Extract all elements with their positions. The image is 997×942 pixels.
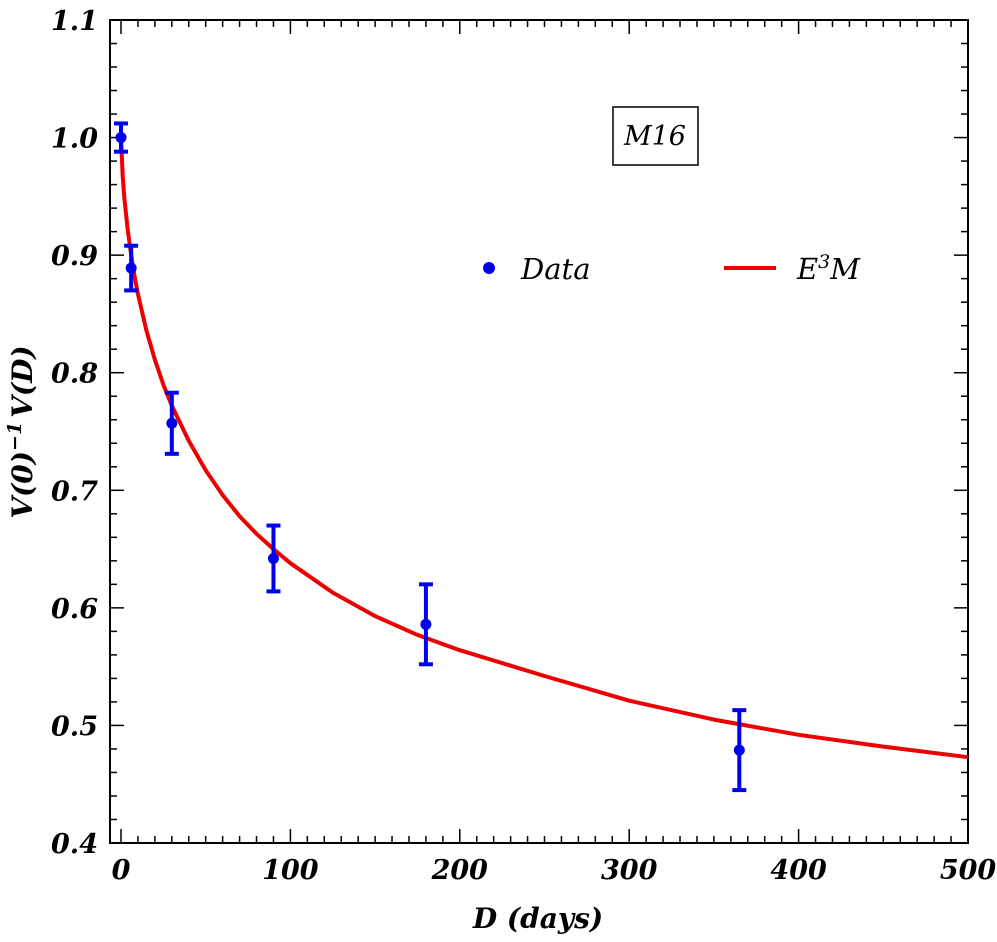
plot-frame bbox=[109, 19, 969, 844]
y-tick-label: 0.7 bbox=[51, 476, 98, 507]
x-tick-label: 0 bbox=[112, 855, 131, 886]
y-tick-label: 0.4 bbox=[51, 829, 98, 860]
data-point bbox=[420, 618, 432, 630]
y-tick-label: 0.9 bbox=[51, 241, 98, 272]
legend-model-label: E3M bbox=[796, 251, 861, 286]
y-tick-label: 0.8 bbox=[51, 359, 98, 390]
y-axis-label-sup: −1 bbox=[4, 422, 26, 451]
data-point bbox=[166, 417, 178, 429]
annotation-box bbox=[612, 106, 699, 166]
x-tick-label: 200 bbox=[431, 855, 489, 886]
x-tick-label: 500 bbox=[940, 855, 997, 886]
y-axis-label-b: V(D) bbox=[6, 345, 39, 418]
x-tick-labels: 0 100 200 300 400 500 bbox=[112, 855, 997, 886]
y-axis-label-a: V(0) bbox=[6, 451, 39, 519]
legend-model-label-base: E bbox=[796, 252, 818, 286]
annotation-label: M16 bbox=[623, 121, 686, 152]
y-axis-label: V(0)−1 V(D) bbox=[4, 345, 39, 518]
x-tick-label: 300 bbox=[601, 855, 658, 886]
legend-model-label-sup: 3 bbox=[818, 251, 830, 273]
data-point bbox=[115, 132, 127, 144]
y-tick-label: 0.6 bbox=[51, 594, 98, 625]
legend-model-label-tail: M bbox=[829, 252, 861, 286]
legend: Data E3M bbox=[483, 251, 861, 286]
x-axis-label: D (days) bbox=[472, 902, 603, 935]
data-point bbox=[125, 262, 137, 274]
axis-ticks bbox=[110, 19, 969, 844]
data-point bbox=[267, 552, 279, 564]
legend-data-marker bbox=[483, 262, 495, 274]
data-point bbox=[733, 744, 745, 756]
legend-data-label: Data bbox=[520, 252, 590, 286]
y-tick-label: 1.0 bbox=[51, 124, 98, 155]
y-tick-label: 0.5 bbox=[51, 711, 98, 742]
y-tick-label: 1.1 bbox=[51, 6, 98, 37]
x-tick-label: 400 bbox=[770, 855, 827, 886]
data-series bbox=[114, 121, 747, 793]
y-tick-labels: 0.4 0.5 0.6 0.7 0.8 0.9 1.0 1.1 bbox=[51, 6, 98, 860]
x-tick-label: 100 bbox=[262, 855, 319, 886]
